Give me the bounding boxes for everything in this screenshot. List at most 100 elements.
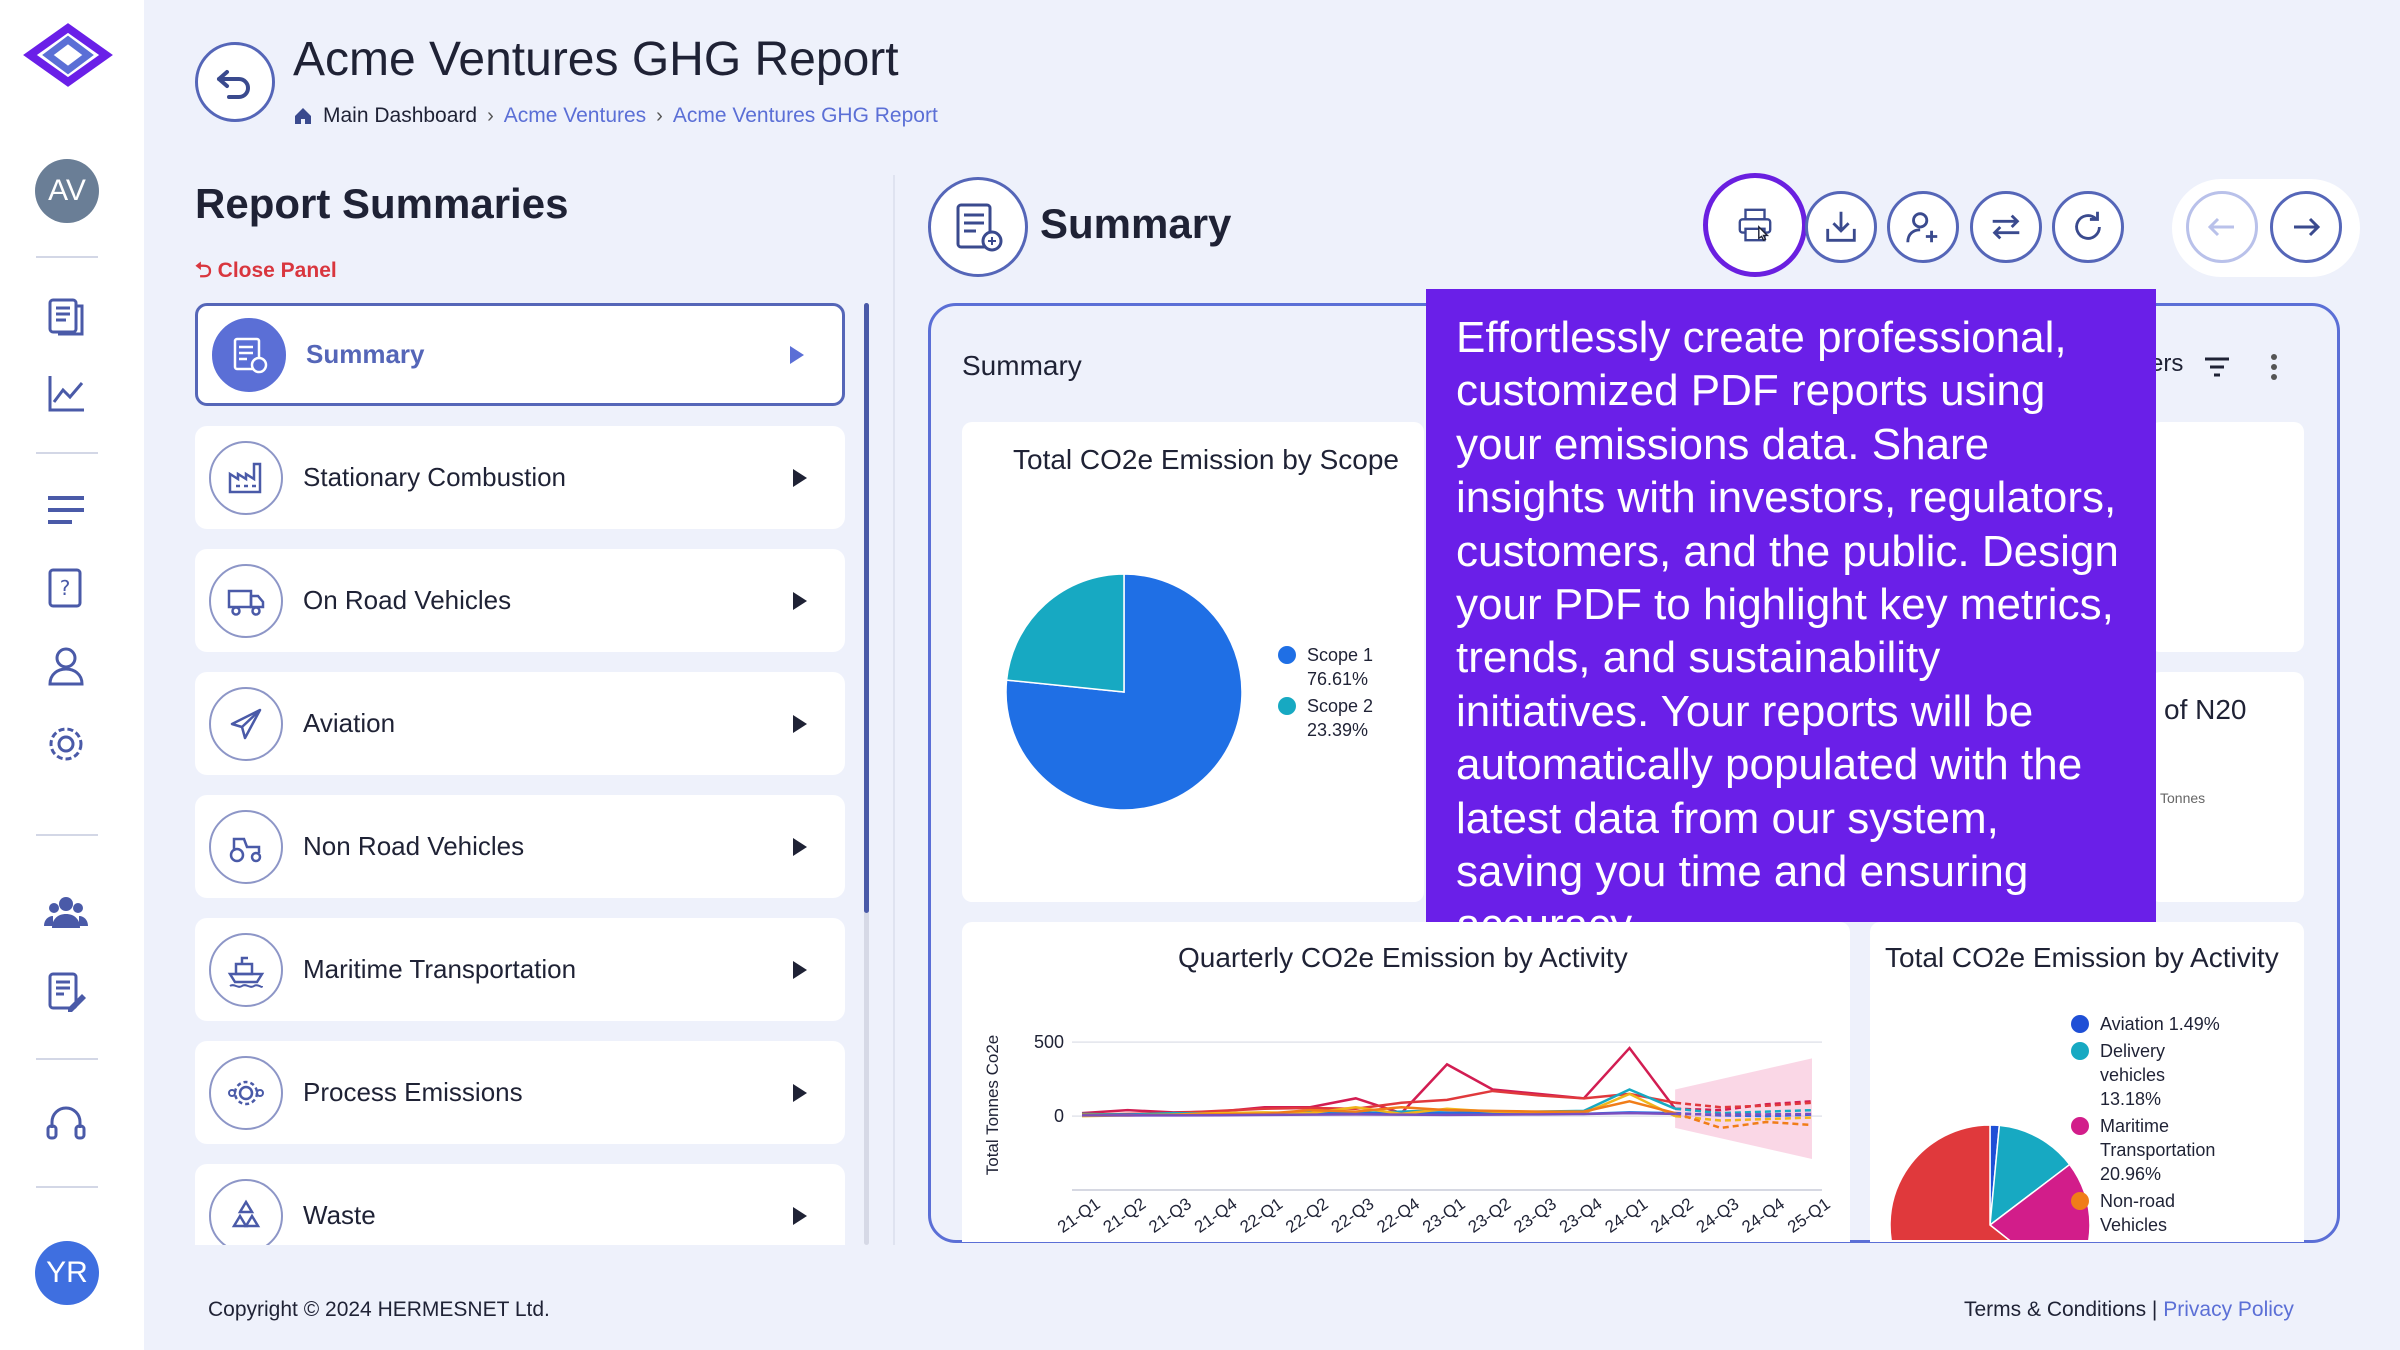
pie-slice [1005,573,1243,811]
series-forecast-line [1675,1114,1813,1122]
breadcrumb-acme-ventures[interactable]: Acme Ventures [503,104,647,127]
x-tick-label: 23-Q3 [1510,1194,1560,1237]
team-icon[interactable] [44,890,88,934]
rail-divider [36,834,98,836]
x-tick-label: 23-Q2 [1465,1194,1515,1237]
report-item-stationary-combustion[interactable]: Stationary Combustion [195,426,845,529]
pie-slice [1005,573,1125,693]
play-icon [793,591,807,610]
x-tick-label: 23-Q1 [1419,1194,1469,1237]
x-tick-label: 22-Q3 [1328,1194,1378,1237]
svg-text:?: ? [60,576,71,600]
menu-icon[interactable] [44,488,88,532]
rail-divider [36,1186,98,1188]
breadcrumb: Main Dashboard › Acme Ventures › Acme Ve… [293,104,938,128]
series-line [1082,1111,1676,1117]
x-tick-label: 21-Q1 [1054,1194,1104,1237]
n2o-panel [2150,672,2304,902]
gears-icon [209,1055,283,1130]
x-tick-label: 22-Q2 [1282,1194,1332,1237]
footer-links: Terms & Conditions | Privacy Policy [1964,1298,2294,1322]
legend-marker [2071,1117,2089,1135]
close-panel-link[interactable]: ⮌ Close Panel [195,256,337,291]
legend-marker [1278,646,1296,664]
chart-title: Quarterly CO2e Emission by Activity [1178,942,1628,973]
truck-icon [209,563,283,638]
series-forecast-line [1674,1111,1813,1130]
x-tick-label: 21-Q2 [1100,1194,1150,1237]
report-item-label: Waste [303,1200,376,1230]
report-item-non-road-vehicles[interactable]: Non Road Vehicles [195,795,845,898]
legend-value: 23.39% [1307,720,1368,740]
series-forecast-line [1675,1101,1813,1109]
report-item-process-emissions[interactable]: Process Emissions [195,1041,845,1144]
download-icon [1826,211,1856,242]
privacy-link[interactable]: Privacy Policy [2163,1298,2294,1321]
pie-slice [1889,1124,2011,1240]
series-forecast-line [1675,1100,1813,1112]
documents-icon[interactable] [44,294,88,338]
chart-icon[interactable] [44,372,88,416]
report-item-label: Maritime Transportation [303,954,577,984]
panel-title: Report Summaries [195,180,569,227]
add-user-icon [1906,212,1938,243]
swap-button[interactable] [1970,191,2042,263]
back-button[interactable] [195,42,275,122]
breadcrumb-current[interactable]: Acme Ventures GHG Report [672,104,938,127]
report-item-summary[interactable]: Summary [195,303,845,406]
settings-icon[interactable] [44,722,88,766]
legend-label: Delivery [2100,1041,2165,1061]
home-icon[interactable] [293,106,313,126]
quarterly-line-chart: 500 0 Total Tonnes Co2e 21-Q121-Q221-Q321-Q… [983,1032,1834,1237]
add-user-button[interactable] [1887,191,1959,263]
refresh-icon [2075,211,2101,240]
nav-rail: AV ? YR [0,0,144,1350]
rail-divider [36,1058,98,1060]
avatar[interactable]: AV [35,159,99,223]
chevron-right-icon: › [487,104,494,127]
breadcrumb-main-dashboard[interactable]: Main Dashboard [323,104,478,127]
report-item-aviation[interactable]: Aviation [195,672,845,775]
x-tick-label: 24-Q2 [1647,1194,1697,1237]
play-icon [793,714,807,733]
previous-button[interactable] [2186,191,2258,263]
card-title: Summary [962,350,1082,381]
more-icon[interactable] [2268,352,2280,382]
legend-label: Aviation 1.49% [2100,1014,2220,1034]
headset-icon[interactable] [44,1102,88,1146]
report-item-maritime-transportation[interactable]: Maritime Transportation [195,918,845,1021]
arrow-left-icon [2207,217,2234,237]
user-icon[interactable] [44,644,88,688]
legend-label: Transportation [2100,1140,2215,1160]
download-button[interactable] [1805,191,1877,263]
filter-icon[interactable] [2202,354,2232,380]
scrollbar-thumb[interactable] [864,303,869,913]
report-item-label: Summary [306,339,425,369]
refresh-button[interactable] [2052,191,2124,263]
report-icon [928,177,1028,277]
play-icon [793,960,807,979]
report-item-label: Process Emissions [303,1077,523,1107]
play-icon [793,1206,807,1225]
report-item-label: Aviation [303,708,396,738]
legend-label: 13.18% [2100,1089,2161,1109]
n2o-unit: Tonnes [2160,790,2206,806]
report-item-on-road-vehicles[interactable]: On Road Vehicles [195,549,845,652]
report-item-waste[interactable]: Waste [195,1164,845,1245]
airplane-icon [209,686,283,761]
close-panel-label: Close Panel [217,259,337,282]
help-icon[interactable]: ? [44,566,88,610]
legend-marker [1278,697,1296,715]
x-tick-label: 21-Q4 [1191,1194,1241,1237]
print-button[interactable] [1703,173,1807,277]
legend-value: 76.61% [1307,669,1368,689]
x-tick-label: 24-Q4 [1738,1194,1788,1237]
x-tick-label: 24-Q1 [1602,1194,1652,1237]
report-list: Summary Stationary Combustion On Road Ve… [195,303,845,1245]
terms-link[interactable]: Terms & Conditions [1964,1298,2147,1321]
user-avatar[interactable]: YR [35,1241,99,1305]
notes-icon[interactable] [44,970,88,1014]
play-icon [793,1083,807,1102]
logo-icon[interactable] [22,22,114,88]
next-button[interactable] [2270,191,2342,263]
